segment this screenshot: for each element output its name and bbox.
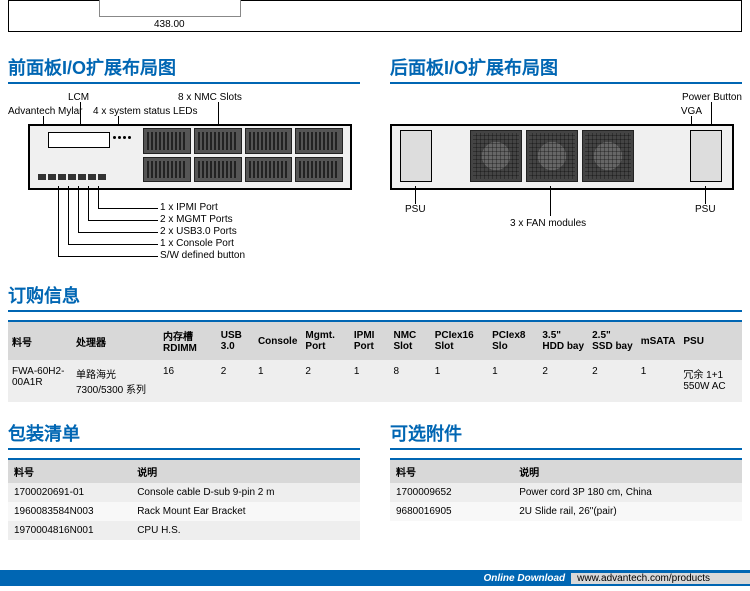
th: PSU [679,321,742,360]
options-table: 料号 说明 1700009652Power cord 3P 180 cm, Ch… [390,458,742,521]
download-label: Online Download [477,573,571,584]
nmc-label: 8 x NMC Slots [178,92,242,103]
rear-panel-title: 后面板I/O扩展布局图 [390,54,742,84]
dimension-box: 438.00 [8,0,742,32]
download-url: www.advantech.com/products [571,573,750,584]
th: NMC Slot [389,321,430,360]
th: 处理器 [72,321,159,360]
order-title: 订购信息 [8,282,742,312]
console-label: 1 x Console Port [160,238,234,249]
usb-label: 2 x USB3.0 Ports [160,226,237,237]
table-row: 1960083584N003Rack Mount Ear Bracket [8,502,360,521]
table-row: 96800169052U Slide rail, 26"(pair) [390,502,742,521]
mgmt-label: 2 x MGMT Ports [160,214,233,225]
lcm-label: LCM [68,92,89,103]
mylar-label: Advantech Mylar [8,106,82,117]
table-row: 1700020691-01Console cable D-sub 9-pin 2… [8,483,360,502]
th: mSATA [637,321,680,360]
th: USB 3.0 [217,321,254,360]
th: 料号 [8,321,72,360]
psu-label-right: PSU [695,204,716,215]
ipmi-label: 1 x IPMI Port [160,202,218,213]
front-diagram: LCM 8 x NMC Slots Advantech Mylar 4 x sy… [8,92,360,272]
th: PCIex8 Slo [488,321,538,360]
th: IPMI Port [350,321,390,360]
fan-modules [470,130,634,182]
table-row: 1970004816N001CPU H.S. [8,521,360,540]
th: PCIex16 Slot [431,321,488,360]
psu-label-left: PSU [405,204,426,215]
th: 3.5" HDD bay [538,321,588,360]
th: Mgmt. Port [301,321,349,360]
front-ports [38,174,106,180]
th: Console [254,321,301,360]
packing-table: 料号 说明 1700020691-01Console cable D-sub 9… [8,458,360,540]
table-row: 1700009652Power cord 3P 180 cm, China [390,483,742,502]
order-table: 料号 处理器 内存槽 RDIMM USB 3.0 Console Mgmt. P… [8,320,742,402]
swbtn-label: S/W defined button [160,250,245,261]
th: 内存槽 RDIMM [159,321,217,360]
rear-diagram: Power Button VGA PSU PSU 3 x FA [390,92,742,272]
options-title: 可选附件 [390,420,742,450]
front-panel-title: 前面板I/O扩展布局图 [8,54,360,84]
psu-left [400,130,432,182]
packing-title: 包装清单 [8,420,360,450]
psu-right [690,130,722,182]
leds-label: 4 x system status LEDs [93,106,197,117]
lcm-module [48,132,110,148]
status-leds [113,136,131,139]
table-row: FWA-60H2-00A1R 单路海光 7300/5300 系列 16 2 1 … [8,360,742,402]
footer-bar: Online Download www.advantech.com/produc… [0,570,750,586]
dimension-label: 438.00 [154,19,185,30]
th: 2.5" SSD bay [588,321,637,360]
fans-label: 3 x FAN modules [510,218,586,229]
nmc-slots [143,128,343,182]
